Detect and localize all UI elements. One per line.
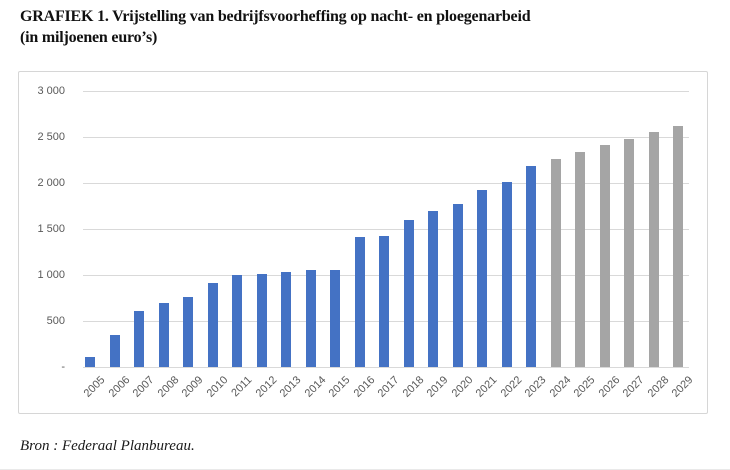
x-axis-line — [83, 367, 689, 368]
bar-2024 — [550, 159, 561, 367]
bar-2007 — [134, 310, 144, 367]
gridline-2500 — [83, 137, 689, 138]
bar-2012 — [256, 274, 267, 367]
source-note: Bron : Federaal Planbureau. — [20, 438, 195, 454]
y-tick-label-2500: 2 500 — [37, 131, 65, 143]
chart-area: -500 1 000 1 500 2 000 2 500 3 000 2005 2006 200… — [18, 71, 708, 414]
bar-2005 — [85, 356, 95, 367]
y-tick-label-2000: 2 000 — [37, 177, 65, 189]
bar-2017 — [379, 235, 389, 367]
gridline-2000 — [83, 183, 689, 184]
bar-2021 — [477, 189, 487, 367]
bar-chart-plot: -500 1 000 1 500 2 000 2 500 3 000 2005 2006 200… — [19, 72, 707, 413]
y-tick-label-1000: 1 000 — [37, 269, 65, 281]
chart-title-line2: (in miljoenen euro’s) — [20, 29, 158, 46]
bar-2014 — [305, 269, 316, 367]
bar-2019 — [428, 211, 438, 367]
gridline-3000 — [83, 91, 689, 92]
bar-2022 — [501, 182, 512, 367]
bar-2029 — [673, 126, 683, 367]
bar-2027 — [624, 139, 634, 367]
bar-2028 — [648, 132, 659, 367]
bar-2009 — [183, 297, 193, 367]
bar-2006 — [109, 335, 120, 367]
bar-2016 — [354, 236, 365, 367]
bar-2020 — [452, 204, 463, 367]
bar-2018 — [403, 219, 414, 367]
bar-2026 — [599, 145, 610, 367]
y-tick-label-3000: 3 000 — [37, 85, 65, 97]
bar-2015 — [330, 269, 340, 367]
chart-title-line1: GRAFIEK 1. Vrijstelling van bedrijfsvoor… — [20, 8, 531, 25]
bar-2008 — [158, 303, 169, 367]
bar-2010 — [207, 282, 218, 367]
y-tick-label-500: 500 — [46, 315, 65, 327]
chart-title: GRAFIEK 1. Vrijstelling van bedrijfsvoor… — [20, 6, 720, 48]
bar-2013 — [281, 272, 291, 367]
bar-2025 — [575, 151, 585, 367]
bar-2023 — [526, 166, 536, 367]
bar-2011 — [232, 274, 242, 367]
y-tick-label-1500: 1 500 — [37, 223, 65, 235]
y-tick-label-0: - — [61, 361, 65, 373]
gridline-1500 — [83, 229, 689, 230]
